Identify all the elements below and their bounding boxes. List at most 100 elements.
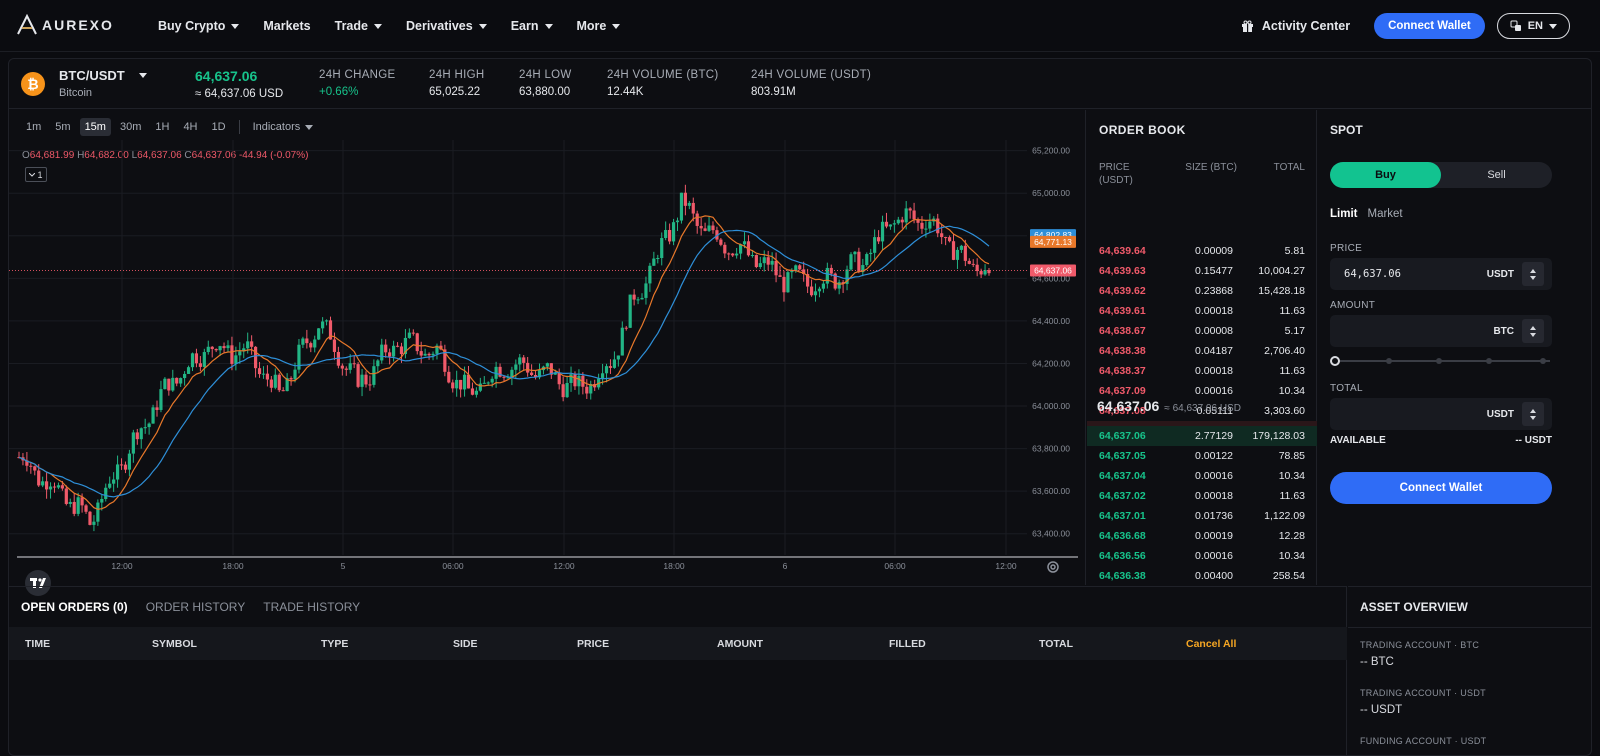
candle-body [526,362,530,373]
nav-item-markets[interactable]: Markets [263,19,310,33]
candle-body [593,384,597,388]
legend-toggle[interactable]: 1 [25,167,47,182]
indicators-dropdown[interactable]: Indicators [248,118,319,136]
ask-price: 64,639.64 [1099,245,1146,257]
nav-item-more[interactable]: More [577,19,621,33]
main-menu: Buy Crypto Markets Trade Derivatives Earn Mor… [158,0,644,52]
connect-wallet-button[interactable]: Connect Wallet [1374,13,1485,39]
ob-price-header: PRICE [1099,162,1130,173]
candle-body [230,345,234,364]
spot-connect-wallet-button[interactable]: Connect Wallet [1330,472,1552,504]
tradingview-logo[interactable] [25,570,51,596]
candle-body [518,357,522,365]
ask-price: 64,639.62 [1099,285,1146,297]
candle-body [754,255,758,268]
ask-row[interactable]: 64,637.08 0.05111 3,303.60 [1087,401,1317,421]
candlestick-chart[interactable]: 65,200.00 65,000.00 64,800.00 64,600.00 64,4… [9,110,1086,585]
stat-24h-volume-btc-: 24H VOLUME (BTC) 12.44K [607,69,719,98]
slider-handle[interactable] [1330,356,1340,366]
settings-gear-icon[interactable] [1046,560,1060,574]
ohlc-open: 64,681.99 [29,150,75,161]
nav-item-derivatives[interactable]: Derivatives [406,19,487,33]
bid-size: 0.00016 [1195,550,1233,562]
amount-input[interactable]: BTC [1330,315,1552,347]
price-input[interactable]: 64,637.06 USDT [1330,258,1552,290]
ask-row[interactable]: 64,638.38 0.04187 2,706.40 [1087,341,1317,361]
candle-body [104,487,108,499]
candle-body [691,202,695,214]
candle-body [648,265,652,284]
ask-row[interactable]: 64,638.67 0.00008 5.17 [1087,321,1317,341]
arrow-down-icon[interactable] [1530,415,1536,420]
amount-slider[interactable] [1330,356,1552,366]
orders-tab-0[interactable]: OPEN ORDERS (0) [21,600,128,614]
candle-body [88,511,92,525]
bid-row[interactable]: 64,636.68 0.00019 12.28 [1087,526,1317,546]
bid-row[interactable]: 64,636.56 0.00016 10.34 [1087,546,1317,566]
ask-row[interactable]: 64,639.64 0.00009 5.81 [1087,241,1317,261]
ask-row[interactable]: 64,639.61 0.00018 11.63 [1087,301,1317,321]
arrow-down-icon[interactable] [1530,332,1536,337]
timeframe-1H[interactable]: 1H [155,121,170,133]
stat-value: 12.44K [607,86,644,98]
candle-body [64,488,68,504]
candle-body [790,270,794,273]
buy-tab[interactable]: Buy [1330,162,1441,188]
candle-body [533,375,538,378]
bid-row[interactable]: 64,637.02 0.00018 11.63 [1087,486,1317,506]
candle-body [742,241,747,245]
market-tab[interactable]: Market [1367,208,1403,220]
bid-row[interactable]: 64,637.06 2.77129 179,128.03 [1087,426,1317,446]
brand-logo[interactable]: AUREXO [16,14,114,36]
chevron-down-icon [1549,23,1557,29]
sell-tab[interactable]: Sell [1487,169,1506,181]
price-stepper[interactable] [1522,262,1544,286]
arrow-up-icon[interactable] [1530,268,1536,273]
ask-row[interactable]: 64,639.63 0.15477 10,004.27 [1087,261,1317,281]
activity-center-link[interactable]: Activity Center [1241,19,1350,33]
orders-col-side: SIDE [453,637,478,650]
ask-row[interactable]: 64,638.37 0.00018 11.63 [1087,361,1317,381]
timeframe-4H[interactable]: 4H [183,121,198,133]
nav-item-buy-crypto[interactable]: Buy Crypto [158,19,240,33]
bid-row[interactable]: 64,636.38 0.00400 258.54 [1087,566,1317,586]
limit-tab[interactable]: Limit [1330,208,1358,220]
bid-row[interactable]: 64,637.05 0.00122 78.85 [1087,446,1317,466]
ask-size: 0.00008 [1195,325,1233,337]
ob-total-header: TOTAL [1273,162,1305,173]
bid-row[interactable]: 64,637.01 0.01736 1,122.09 [1087,506,1317,526]
bid-row[interactable]: 64,637.04 0.00016 10.34 [1087,466,1317,486]
pair-selector[interactable]: BTC/USDT Bitcoin [59,68,147,99]
candle-body [616,355,620,360]
orders-tab-2[interactable]: TRADE HISTORY [263,600,361,614]
cancel-all-button[interactable]: Cancel All [1186,637,1237,650]
candle-body [944,237,948,239]
arrow-up-icon[interactable] [1530,325,1536,330]
total-input[interactable]: USDT [1330,398,1552,430]
ask-row[interactable]: 64,637.09 0.00016 10.34 [1087,381,1317,401]
nav-item-trade[interactable]: Trade [335,19,382,33]
candle-body [916,219,920,223]
timeframe-1m[interactable]: 1m [26,121,42,133]
nav-item-earn[interactable]: Earn [511,19,553,33]
candle-body [569,374,573,383]
amount-stepper[interactable] [1522,319,1544,343]
arrow-down-icon[interactable] [1530,275,1536,280]
timeframe-30m[interactable]: 30m [119,121,142,133]
arrow-up-icon[interactable] [1530,408,1536,413]
stat-24h-low: 24H LOW 63,880.00 [519,69,572,98]
timeframe-5m[interactable]: 5m [55,121,71,133]
orders-tab-1[interactable]: ORDER HISTORY [145,600,246,614]
candle-body [719,239,723,245]
ask-size: 0.00018 [1195,365,1233,377]
orders-col-amount: AMOUNT [717,637,764,650]
total-stepper[interactable] [1522,402,1544,426]
ask-row[interactable]: 64,639.62 0.23868 15,428.18 [1087,281,1317,301]
candle-body [407,332,411,338]
candle-body [624,327,628,329]
stat-value: +0.66% [319,86,359,98]
timeframe-1D[interactable]: 1D [211,121,226,133]
language-selector[interactable]: EN [1496,13,1570,39]
timeframe-15m[interactable]: 15m [79,118,111,136]
candle-body [908,208,912,211]
